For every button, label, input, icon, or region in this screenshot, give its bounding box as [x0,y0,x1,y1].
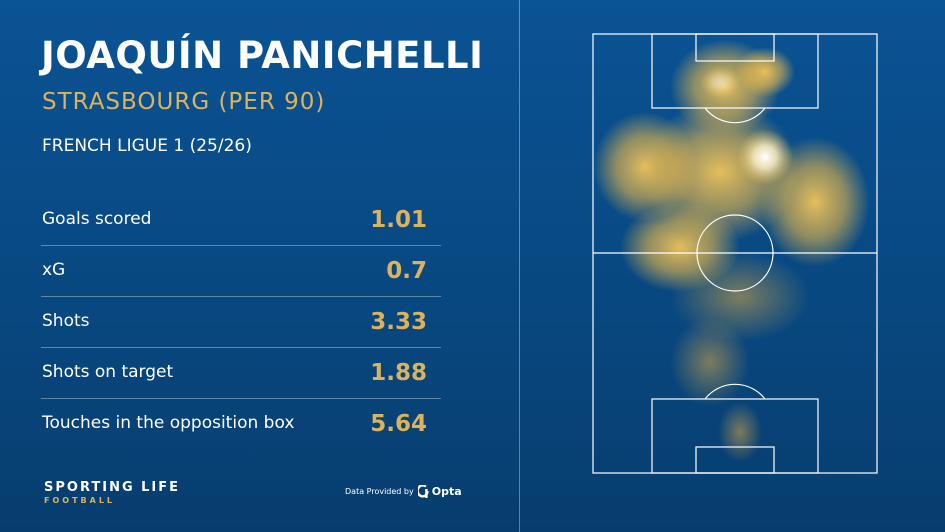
heat-zone-peak [700,66,740,98]
sporting-life-logo: SPORTING LIFE FOOTBALL [44,480,180,505]
pitch-markings [592,33,878,474]
touch-heatmap-pitch [592,33,878,474]
heat-zone-peak [737,129,793,185]
top-penalty-arc [704,107,766,124]
bottom-penalty-arc [704,383,766,400]
bottom-six-yard-box [695,446,775,474]
opta-name: Opta [431,485,462,498]
stat-row-xg: xG 0.7 [41,246,441,297]
stat-row-shots: Shots 3.33 [41,297,441,348]
opta-logo: Opta [417,485,462,498]
data-provider: Data Provided by Opta [345,485,462,498]
centre-circle [696,214,774,292]
panel-divider [519,0,520,532]
stat-value: 1.01 [370,207,427,233]
stat-label: Goals scored [42,209,152,229]
heat-zone [718,402,762,462]
brand-subtitle: FOOTBALL [44,496,116,505]
stat-row-box-touches: Touches in the opposition box 5.64 [41,399,441,449]
heat-zone [735,47,795,97]
club-subtitle: STRASBOURG (PER 90) [42,89,326,115]
brand-name: SPORTING LIFE [44,480,181,495]
stat-label: xG [42,260,66,280]
top-six-yard-box [695,33,775,62]
opta-icon [417,485,429,498]
stat-value: 1.88 [370,360,427,386]
provider-text: Data Provided by [345,487,414,496]
stat-row-shots-on-target: Shots on target 1.88 [41,348,441,399]
stat-row-goals: Goals scored 1.01 [41,195,441,246]
player-name: JOAQUÍN PANICHELLI [41,34,484,77]
stat-label: Touches in the opposition box [42,413,295,433]
stat-value: 0.7 [386,258,427,284]
stats-table: Goals scored 1.01 xG 0.7 Shots 3.33 Shot… [41,195,441,449]
competition-label: FRENCH LIGUE 1 (25/26) [42,136,252,156]
stat-value: 5.64 [370,411,427,437]
stat-label: Shots [42,311,90,331]
stat-label: Shots on target [42,362,174,382]
stat-value: 3.33 [370,309,427,335]
heatmap-layer [593,39,870,462]
